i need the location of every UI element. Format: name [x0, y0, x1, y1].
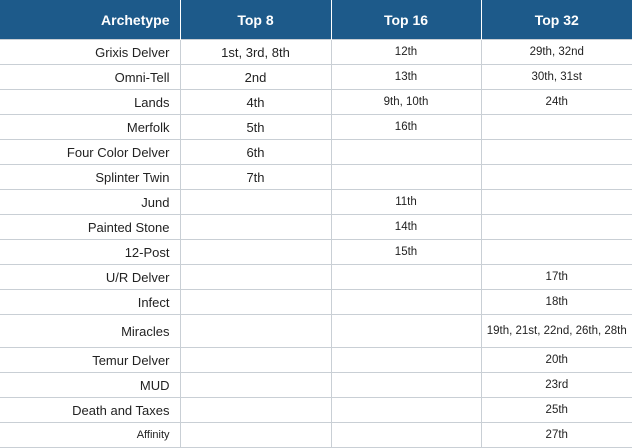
table-row: Temur Delver 20th: [0, 347, 632, 373]
top-16-cell: [330, 164, 482, 190]
top-32-cell: 27th: [480, 422, 632, 448]
top-16-cell: 12th: [330, 39, 482, 65]
header-archetype: Archetype: [0, 0, 181, 40]
archetype-cell: Splinter Twin: [0, 164, 181, 190]
archetype-cell: Infect: [0, 289, 181, 315]
archetype-cell: Death and Taxes: [0, 397, 181, 423]
top-32-cell: 20th: [480, 347, 632, 373]
table-row: Merfolk 5th 16th: [0, 114, 632, 140]
table-row: Infect 18th: [0, 289, 632, 315]
top-16-cell: [330, 422, 482, 448]
table-row: 12-Post 15th: [0, 239, 632, 265]
table-row: Jund 11th: [0, 189, 632, 215]
table-row: MUD 23rd: [0, 372, 632, 398]
top-8-cell: 1st, 3rd, 8th: [179, 39, 332, 65]
top-16-cell: [330, 139, 482, 165]
top-32-cell: [480, 239, 632, 265]
archetype-cell: U/R Delver: [0, 264, 181, 290]
table-row: Miracles 19th, 21st, 22nd, 26th, 28th: [0, 314, 632, 348]
top-32-cell: 19th, 21st, 22nd, 26th, 28th: [480, 314, 632, 348]
top-32-cell: 30th, 31st: [480, 64, 632, 90]
top-8-cell: [179, 422, 332, 448]
top-8-cell: [179, 314, 332, 348]
archetype-cell: Four Color Delver: [0, 139, 181, 165]
table-row: Affinity 27th: [0, 422, 632, 448]
table-row: Death and Taxes 25th: [0, 397, 632, 423]
top-8-cell: [179, 397, 332, 423]
top-32-cell: [480, 164, 632, 190]
archetype-cell: Temur Delver: [0, 347, 181, 373]
table-row: Painted Stone 14th: [0, 214, 632, 240]
top-32-cell: 17th: [480, 264, 632, 290]
top-16-cell: [330, 347, 482, 373]
archetype-cell: Grixis Delver: [0, 39, 181, 65]
top-8-cell: 6th: [179, 139, 332, 165]
table-row: Omni-Tell 2nd 13th 30th, 31st: [0, 64, 632, 90]
top-8-cell: 7th: [179, 164, 332, 190]
table-row: Lands 4th 9th, 10th 24th: [0, 89, 632, 115]
top-32-cell: 18th: [480, 289, 632, 315]
top-32-cell: 24th: [480, 89, 632, 115]
table-row: Four Color Delver 6th: [0, 139, 632, 165]
top-8-cell: [179, 214, 332, 240]
top-8-cell: 2nd: [179, 64, 332, 90]
top-16-cell: 11th: [330, 189, 482, 215]
top-32-cell: [480, 114, 632, 140]
table-row: Grixis Delver 1st, 3rd, 8th 12th 29th, 3…: [0, 39, 632, 65]
archetype-cell: Jund: [0, 189, 181, 215]
top-16-cell: [330, 372, 482, 398]
top-8-cell: [179, 347, 332, 373]
top-32-cell: 29th, 32nd: [480, 39, 632, 65]
top-32-cell: 23rd: [480, 372, 632, 398]
top-16-cell: [330, 397, 482, 423]
archetype-cell: Miracles: [0, 314, 181, 348]
top-32-cell: [480, 139, 632, 165]
top-32-cell: [480, 189, 632, 215]
top-8-cell: 5th: [179, 114, 332, 140]
top-16-cell: 15th: [330, 239, 482, 265]
archetype-cell: Lands: [0, 89, 181, 115]
header-top-8: Top 8: [180, 0, 332, 40]
top-16-cell: 9th, 10th: [330, 89, 482, 115]
top-16-cell: [330, 314, 482, 348]
top-8-cell: 4th: [179, 89, 332, 115]
archetype-cell: Affinity: [0, 422, 181, 448]
top-8-cell: [179, 289, 332, 315]
archetype-cell: 12-Post: [0, 239, 181, 265]
archetype-cell: Painted Stone: [0, 214, 181, 240]
top-16-cell: 16th: [330, 114, 482, 140]
archetype-cell: Merfolk: [0, 114, 181, 140]
archetype-cell: MUD: [0, 372, 181, 398]
top-32-cell: [480, 214, 632, 240]
header-top-32: Top 32: [481, 0, 632, 40]
header-top-16: Top 16: [331, 0, 482, 40]
top-8-cell: [179, 189, 332, 215]
top-16-cell: 14th: [330, 214, 482, 240]
table-row: U/R Delver 17th: [0, 264, 632, 290]
top-8-cell: [179, 372, 332, 398]
top-8-cell: [179, 264, 332, 290]
top-32-cell: 25th: [480, 397, 632, 423]
top-8-cell: [179, 239, 332, 265]
table-row: Splinter Twin 7th: [0, 164, 632, 190]
archetype-cell: Omni-Tell: [0, 64, 181, 90]
top-16-cell: 13th: [330, 64, 482, 90]
header-row: Archetype Top 8 Top 16 Top 32: [0, 0, 632, 40]
top-16-cell: [330, 264, 482, 290]
top-16-cell: [330, 289, 482, 315]
